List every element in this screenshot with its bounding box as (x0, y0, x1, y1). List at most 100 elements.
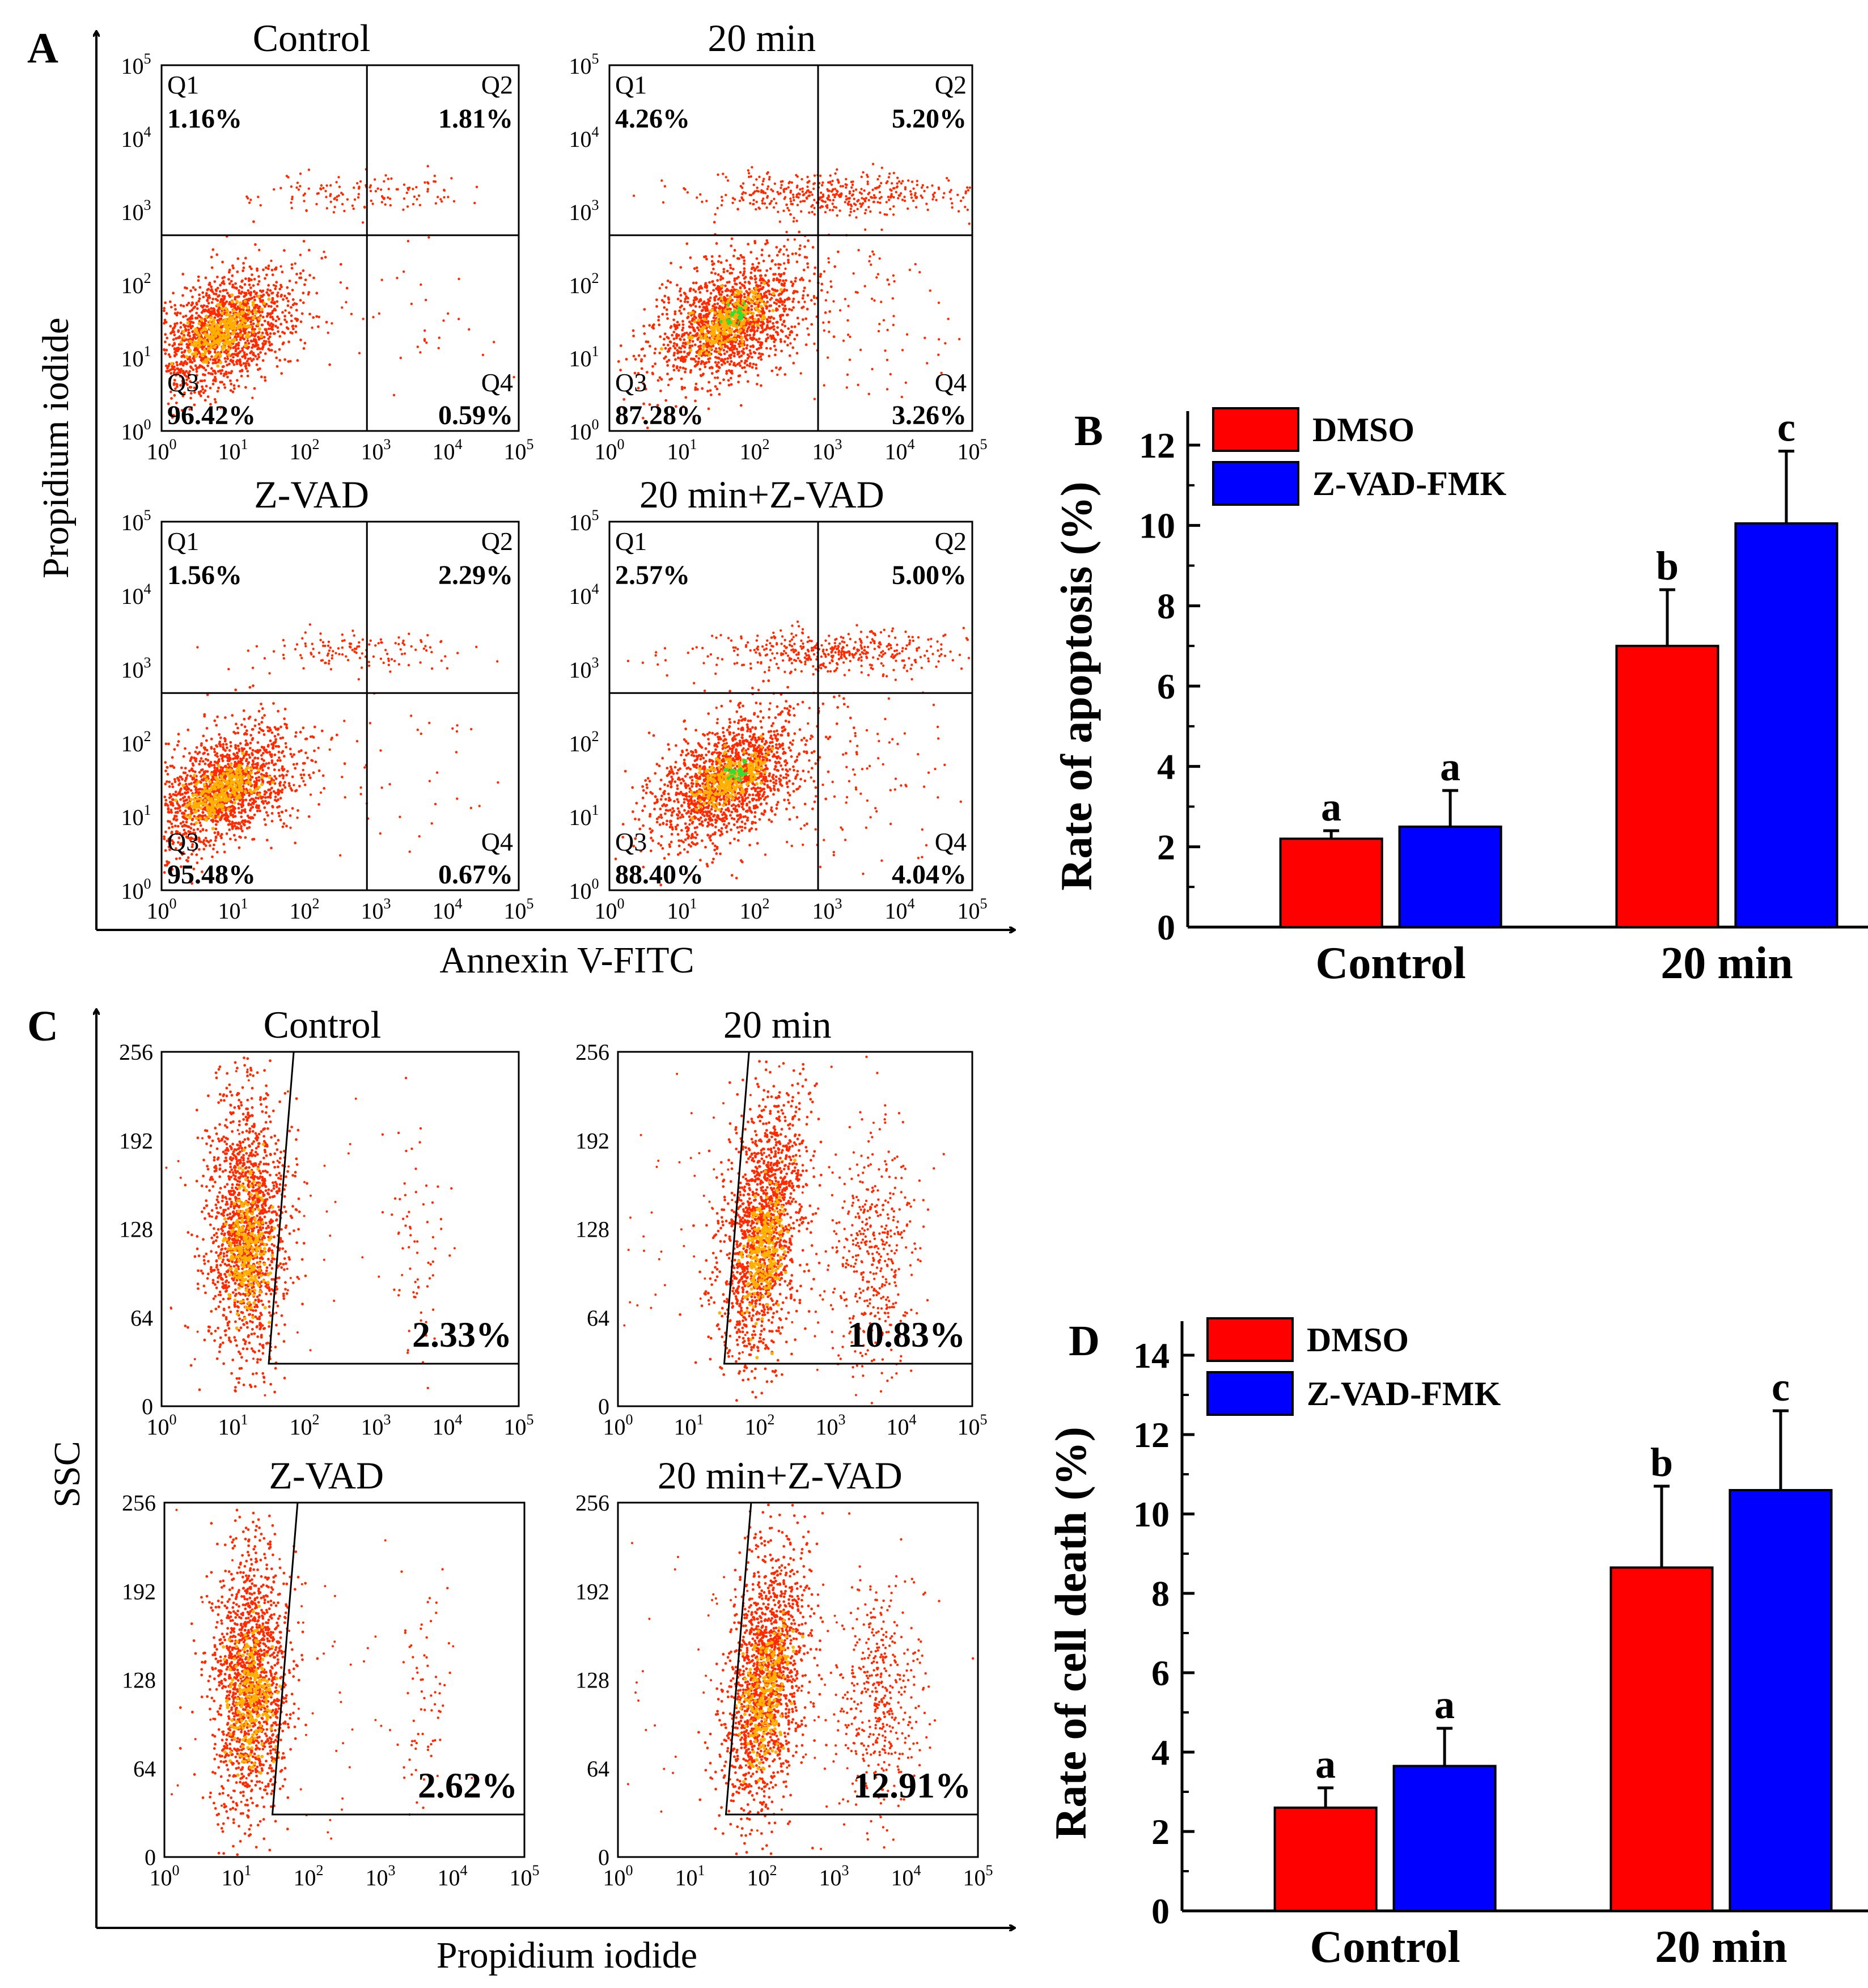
event-dot (831, 180, 834, 183)
event-dot (192, 306, 195, 310)
event-dot (779, 314, 782, 317)
event-dot (910, 193, 913, 196)
event-dot (706, 320, 710, 323)
event-dot (853, 197, 855, 200)
event-dot (643, 332, 646, 335)
event-dot (728, 348, 732, 352)
event-dot (676, 356, 680, 359)
event-dot (861, 197, 863, 200)
event-dot (252, 344, 255, 348)
event-dot (693, 320, 697, 324)
event-dot (798, 230, 801, 234)
event-dot (762, 322, 765, 325)
event-dot (886, 388, 889, 391)
event-dot (320, 257, 324, 260)
event-dot (710, 394, 713, 396)
event-dot (248, 325, 252, 329)
q4-value: 0.59% (438, 400, 513, 430)
event-dot (708, 336, 711, 340)
event-dot (716, 279, 719, 282)
event-dot (793, 238, 797, 241)
event-dot (324, 256, 327, 259)
event-dot (339, 281, 342, 284)
event-dot (755, 257, 759, 260)
event-dot (765, 282, 769, 285)
event-dot (833, 265, 837, 268)
event-dot (173, 304, 176, 307)
event-dot (189, 360, 192, 363)
event-dot (682, 333, 685, 336)
event-dot (691, 317, 694, 320)
event-dot (210, 301, 214, 304)
event-dot (204, 373, 206, 377)
event-dot (707, 331, 710, 333)
event-dot (188, 335, 191, 338)
event-dot (294, 325, 298, 328)
event-dot (189, 289, 192, 293)
event-dot (239, 285, 242, 288)
event-dot (757, 190, 760, 193)
event-dot (251, 727, 254, 731)
event-dot (189, 396, 192, 400)
event-dot (271, 806, 274, 809)
event-dot (761, 248, 764, 252)
event-dot (290, 267, 294, 270)
event-dot (760, 358, 763, 361)
event-dot (820, 282, 824, 286)
event-dot (742, 272, 745, 276)
event-dot (699, 193, 702, 196)
event-dot (824, 299, 828, 302)
q1-label: Q1 (615, 70, 647, 99)
event-dot (725, 259, 728, 262)
event-dot (308, 274, 311, 277)
event-dot (719, 332, 722, 335)
annexin-plot-title: Z-VAD (254, 473, 369, 516)
event-dot (774, 338, 777, 341)
event-dot (305, 209, 308, 212)
event-dot (807, 333, 810, 336)
event-dot (783, 304, 786, 307)
event-dot (751, 328, 753, 331)
event-dot (742, 302, 746, 306)
event-dot (325, 320, 328, 324)
event-dot (443, 189, 446, 192)
event-dot (179, 362, 182, 366)
event-dot (705, 302, 709, 305)
event-dot (732, 354, 736, 358)
event-dot (755, 320, 759, 324)
event-dot (196, 307, 199, 310)
event-dot (268, 751, 272, 754)
event-dot (202, 295, 205, 299)
event-dot (207, 283, 211, 286)
event-dot (794, 280, 797, 283)
event-dot (642, 324, 645, 328)
annexin-plot-0: ControlQ11.16%Q21.81%Q396.42%Q40.59%1001… (121, 16, 534, 464)
event-dot (392, 394, 396, 396)
event-dot (831, 209, 835, 212)
event-dot (656, 379, 660, 382)
event-dot (864, 228, 867, 231)
event-dot (243, 299, 247, 303)
event-dot (291, 289, 294, 291)
event-dot (251, 806, 255, 809)
event-dot (277, 811, 280, 815)
event-dot (787, 327, 790, 330)
event-dot (672, 337, 676, 341)
event-dot (412, 188, 414, 191)
event-dot (705, 349, 709, 352)
event-dot (748, 287, 751, 291)
event-dot (230, 382, 233, 386)
event-dot (412, 202, 415, 206)
event-dot (213, 750, 217, 754)
event-dot (694, 382, 698, 386)
event-dot (170, 372, 172, 375)
event-dot (232, 387, 236, 390)
event-dot (844, 298, 847, 301)
event-dot (766, 185, 770, 188)
event-dot (207, 346, 211, 350)
event-dot (679, 287, 682, 290)
event-dot (213, 345, 217, 349)
event-dot (857, 383, 859, 386)
event-dot (184, 328, 187, 331)
event-dot (828, 331, 831, 333)
